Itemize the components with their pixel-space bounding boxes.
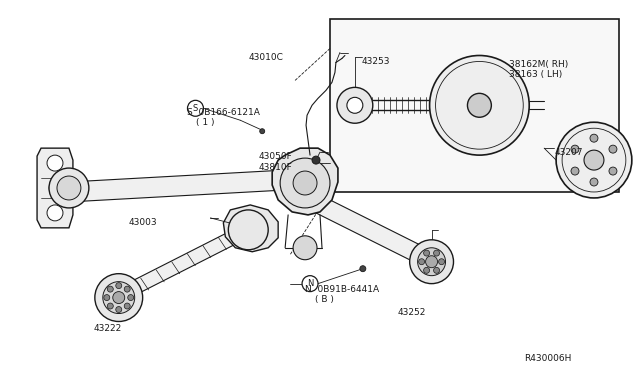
Circle shape: [260, 129, 265, 134]
Polygon shape: [37, 148, 73, 228]
Circle shape: [360, 266, 366, 272]
Circle shape: [426, 256, 438, 268]
Text: 43010C: 43010C: [248, 52, 283, 61]
Circle shape: [57, 176, 81, 200]
Polygon shape: [223, 205, 278, 252]
Polygon shape: [68, 170, 285, 202]
Polygon shape: [116, 224, 252, 302]
Circle shape: [424, 267, 429, 273]
Circle shape: [188, 100, 204, 116]
Text: 38162M( RH): 38162M( RH): [509, 61, 568, 70]
Circle shape: [293, 236, 317, 260]
Circle shape: [228, 210, 268, 250]
Polygon shape: [272, 148, 338, 215]
Text: 43222: 43222: [94, 324, 122, 333]
Circle shape: [104, 295, 110, 301]
Circle shape: [609, 167, 617, 175]
Circle shape: [116, 307, 122, 312]
Text: S: S: [193, 104, 198, 113]
Circle shape: [590, 178, 598, 186]
Text: N  0B91B-6441A: N 0B91B-6441A: [305, 285, 379, 294]
Circle shape: [280, 158, 330, 208]
Circle shape: [433, 267, 440, 273]
Circle shape: [556, 122, 632, 198]
Circle shape: [429, 55, 529, 155]
Circle shape: [410, 240, 454, 283]
Circle shape: [571, 167, 579, 175]
Circle shape: [337, 87, 373, 123]
Circle shape: [590, 134, 598, 142]
Circle shape: [609, 145, 617, 153]
Circle shape: [108, 303, 113, 309]
Circle shape: [234, 212, 266, 244]
Circle shape: [128, 295, 134, 301]
Text: N: N: [307, 279, 313, 288]
Text: 43810F: 43810F: [258, 163, 292, 172]
Text: 43207: 43207: [554, 148, 582, 157]
Text: S  0B166-6121A: S 0B166-6121A: [186, 108, 259, 117]
Text: R430006H: R430006H: [524, 355, 572, 363]
Circle shape: [302, 276, 318, 292]
Text: ( 1 ): ( 1 ): [196, 118, 215, 127]
Circle shape: [103, 282, 134, 314]
Text: 43050F: 43050F: [258, 152, 292, 161]
Circle shape: [312, 156, 320, 164]
Text: 43253: 43253: [362, 58, 390, 67]
Circle shape: [418, 248, 445, 276]
Circle shape: [124, 303, 130, 309]
Circle shape: [438, 259, 445, 265]
Circle shape: [113, 292, 125, 304]
Circle shape: [47, 205, 63, 221]
Text: ( B ): ( B ): [315, 295, 334, 304]
Text: 38163 ( LH): 38163 ( LH): [509, 70, 563, 80]
Circle shape: [116, 283, 122, 289]
Circle shape: [124, 286, 130, 292]
Circle shape: [293, 171, 317, 195]
Circle shape: [467, 93, 492, 117]
Circle shape: [95, 274, 143, 321]
Text: 43003: 43003: [129, 218, 157, 227]
Circle shape: [108, 286, 113, 292]
Circle shape: [424, 250, 429, 256]
Circle shape: [584, 150, 604, 170]
Circle shape: [243, 221, 257, 235]
Circle shape: [571, 145, 579, 153]
Polygon shape: [330, 19, 619, 192]
Circle shape: [49, 168, 89, 208]
Text: 43252: 43252: [397, 308, 426, 317]
Circle shape: [347, 97, 363, 113]
Circle shape: [433, 250, 440, 256]
Polygon shape: [306, 192, 433, 268]
Circle shape: [47, 155, 63, 171]
Circle shape: [419, 259, 424, 265]
